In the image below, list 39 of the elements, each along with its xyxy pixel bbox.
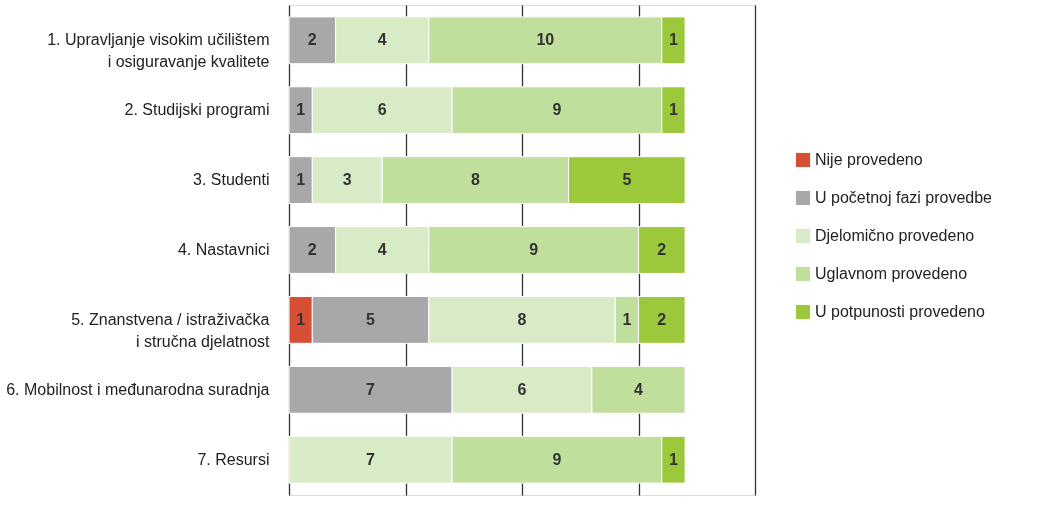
data-label: 7 xyxy=(366,380,376,398)
data-label: 1 xyxy=(669,31,678,49)
data-label: 5 xyxy=(622,171,632,189)
data-label: 6 xyxy=(517,380,527,398)
y-tick-label: 5. Znanstvena / istraživačka i stručna djelatnost xyxy=(71,310,271,350)
legend-label: U potpunosti provedeno xyxy=(815,303,985,320)
legend-label: Nije provedeno xyxy=(815,151,923,168)
data-label: 9 xyxy=(529,241,539,258)
data-label: 1 xyxy=(669,450,678,468)
y-tick-label: 7. Resursi xyxy=(197,450,270,468)
data-label: 9 xyxy=(552,101,562,119)
y-tick-label: 1. Upravljanje visokim učilištem i osiguravanje kvalitete xyxy=(47,31,270,71)
data-label: 4 xyxy=(377,241,387,258)
data-label: 1 xyxy=(669,101,678,119)
data-label: 1 xyxy=(296,171,306,189)
data-label: 2 xyxy=(657,241,667,258)
data-label: 8 xyxy=(470,171,480,189)
data-label: 1 xyxy=(622,310,632,328)
data-label: 2 xyxy=(307,31,317,49)
y-tick-label: 3. Studenti xyxy=(193,171,270,189)
data-label: 5 xyxy=(366,310,376,328)
data-label: 2 xyxy=(307,241,317,258)
legend-label: U početnoj fazi provedbe xyxy=(815,189,993,206)
data-label: 7 xyxy=(366,450,376,468)
y-tick-label: 6. Mobilnost i međunarodna suradnja xyxy=(6,380,270,398)
data-label: 1 xyxy=(296,101,306,119)
data-label: 3 xyxy=(342,171,352,189)
data-label: 10 xyxy=(536,31,555,49)
y-tick-label: 2. Studijski programi xyxy=(124,101,270,119)
y-tick-label: 4. Nastavnici xyxy=(177,241,270,258)
data-label: 2 xyxy=(657,310,667,328)
data-label: 6 xyxy=(377,101,387,119)
data-label: 4 xyxy=(377,31,387,49)
legend-label: Djelomično provedeno xyxy=(815,227,975,244)
data-label: 1 xyxy=(296,310,306,328)
data-label: 8 xyxy=(517,310,527,328)
legend-label: Uglavnom provedeno xyxy=(815,265,968,282)
data-label: 9 xyxy=(552,450,562,468)
data-label: 4 xyxy=(634,380,644,398)
